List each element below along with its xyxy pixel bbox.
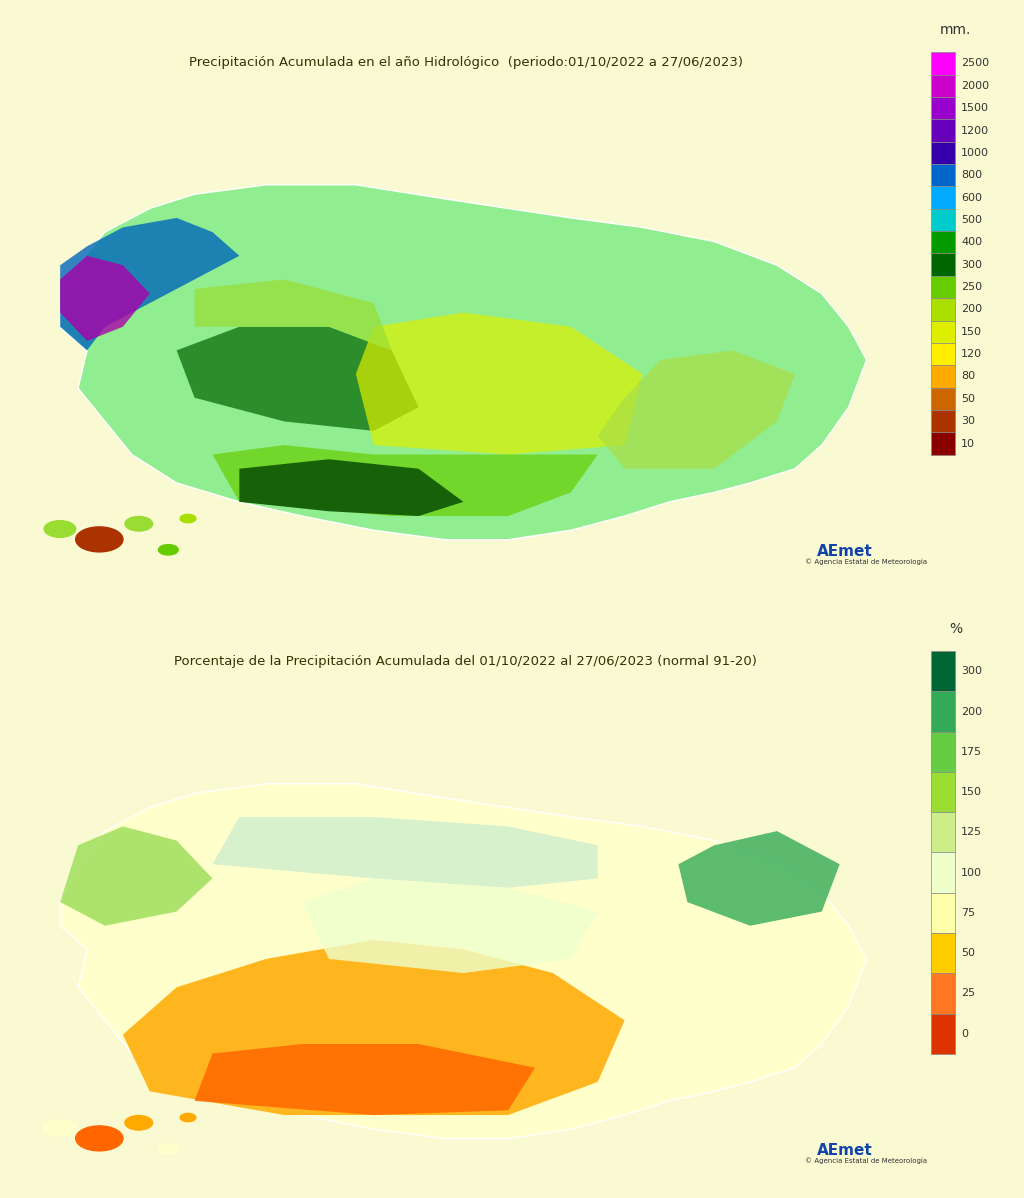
Circle shape — [125, 516, 153, 531]
Text: 80: 80 — [962, 371, 975, 381]
Polygon shape — [213, 817, 598, 888]
Circle shape — [44, 1120, 76, 1137]
Text: 300: 300 — [962, 260, 982, 270]
Polygon shape — [176, 327, 419, 431]
Circle shape — [180, 1113, 196, 1121]
Text: AEmet: AEmet — [817, 1143, 872, 1157]
Text: 1200: 1200 — [962, 126, 989, 135]
Polygon shape — [678, 831, 840, 926]
Text: 2500: 2500 — [962, 59, 989, 68]
Text: 1000: 1000 — [962, 147, 989, 158]
Text: 10: 10 — [962, 438, 975, 448]
Bar — [931, 1014, 955, 1054]
Circle shape — [125, 1115, 153, 1130]
Text: mm.: mm. — [940, 24, 971, 37]
Bar — [931, 893, 955, 933]
Bar — [931, 321, 955, 343]
Bar — [931, 933, 955, 973]
Text: 120: 120 — [962, 349, 982, 359]
Bar — [931, 691, 955, 732]
Text: 50: 50 — [962, 948, 975, 958]
Bar — [931, 74, 955, 97]
Bar — [931, 343, 955, 365]
Text: 200: 200 — [962, 304, 982, 314]
Text: 125: 125 — [962, 828, 982, 837]
Bar — [931, 365, 955, 388]
Circle shape — [44, 521, 76, 538]
Text: 500: 500 — [962, 214, 982, 225]
Text: 75: 75 — [962, 908, 975, 918]
Text: 175: 175 — [962, 746, 982, 757]
Bar — [931, 973, 955, 1014]
Text: 2000: 2000 — [962, 80, 989, 91]
Bar — [931, 53, 955, 74]
Bar — [931, 298, 955, 321]
Text: %: % — [949, 623, 962, 636]
Bar — [931, 652, 955, 691]
Bar — [931, 231, 955, 254]
Polygon shape — [60, 255, 150, 341]
Polygon shape — [195, 279, 391, 350]
Circle shape — [180, 514, 196, 522]
Text: 250: 250 — [962, 282, 982, 292]
Circle shape — [76, 1126, 123, 1151]
Bar — [931, 732, 955, 772]
Bar — [931, 410, 955, 432]
Circle shape — [76, 527, 123, 552]
Bar — [931, 97, 955, 120]
Text: Precipitación Acumulada en el año Hidrológico  (periodo:01/10/2022 a 27/06/2023): Precipitación Acumulada en el año Hidrol… — [188, 56, 743, 69]
Bar — [931, 164, 955, 187]
Text: © Agencia Estatal de Meteorología: © Agencia Estatal de Meteorología — [805, 1157, 928, 1164]
Bar — [931, 141, 955, 164]
Text: 30: 30 — [962, 416, 975, 426]
Text: 800: 800 — [962, 170, 982, 180]
Bar — [931, 187, 955, 208]
Text: 200: 200 — [962, 707, 982, 716]
Text: 150: 150 — [962, 787, 982, 797]
Bar — [931, 276, 955, 298]
Polygon shape — [195, 1043, 535, 1115]
Polygon shape — [356, 313, 643, 454]
Text: © Agencia Estatal de Meteorología: © Agencia Estatal de Meteorología — [805, 558, 928, 565]
Bar — [931, 853, 955, 893]
Text: 150: 150 — [962, 327, 982, 337]
Bar — [931, 208, 955, 231]
Bar — [931, 432, 955, 455]
Polygon shape — [302, 878, 598, 973]
Text: 400: 400 — [962, 237, 982, 247]
Bar — [931, 812, 955, 853]
Polygon shape — [123, 940, 625, 1115]
Text: Porcentaje de la Precipitación Acumulada del 01/10/2022 al 27/06/2023 (normal 91: Porcentaje de la Precipitación Acumulada… — [174, 655, 758, 668]
Circle shape — [159, 1144, 178, 1154]
Text: 300: 300 — [962, 666, 982, 677]
Text: 600: 600 — [962, 193, 982, 202]
Text: 100: 100 — [962, 867, 982, 878]
Bar — [931, 120, 955, 141]
Text: 1500: 1500 — [962, 103, 989, 113]
Bar — [931, 388, 955, 410]
Circle shape — [159, 545, 178, 555]
Polygon shape — [60, 184, 866, 539]
Polygon shape — [598, 350, 795, 468]
Text: 50: 50 — [962, 394, 975, 404]
Text: 0: 0 — [962, 1029, 968, 1039]
Polygon shape — [60, 783, 866, 1138]
Polygon shape — [240, 459, 463, 516]
Polygon shape — [60, 218, 240, 350]
Bar — [931, 254, 955, 276]
Text: AEmet: AEmet — [817, 544, 872, 558]
Polygon shape — [213, 444, 598, 516]
Text: 25: 25 — [962, 988, 975, 998]
Polygon shape — [60, 827, 213, 926]
Bar — [931, 772, 955, 812]
